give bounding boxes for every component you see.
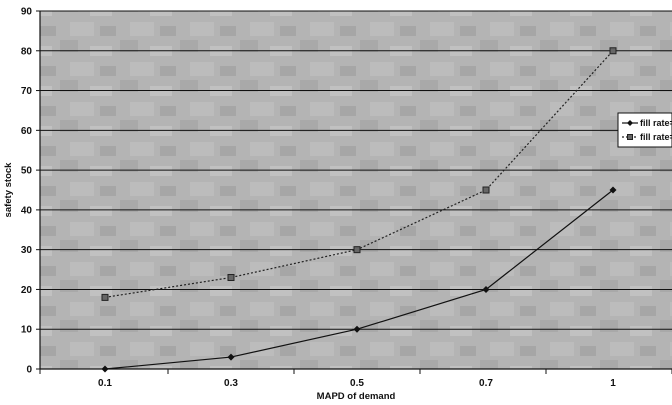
y-tick-label: 0 (26, 365, 32, 376)
y-tick-label: 90 (21, 7, 33, 18)
x-tick-label: 1 (610, 378, 616, 389)
legend-marker-2 (627, 134, 633, 140)
y-tick-label: 50 (21, 166, 33, 177)
series-layer (101, 47, 617, 373)
x-tick-label: 0.3 (224, 378, 238, 389)
series-1-point-1 (101, 365, 109, 373)
gridlines (40, 10, 672, 370)
series-2-point-5 (609, 47, 617, 55)
series-1-point-3 (353, 325, 361, 333)
series-2-point-3 (353, 246, 361, 254)
legend-label-2: fill rate=95 (640, 132, 672, 142)
plot-area (40, 11, 672, 369)
series-2-point-1 (101, 293, 109, 301)
y-tick-label: 40 (21, 205, 33, 216)
x-axis-label: MAPD of demand (317, 391, 396, 402)
y-tick-label: 30 (21, 245, 33, 256)
series-1-point-4 (482, 285, 490, 293)
y-tick-label: 20 (21, 285, 33, 296)
y-tick-label: 80 (21, 46, 33, 57)
legend-marker-1 (627, 120, 633, 126)
legend: fill rate=88 fill rate=95 (617, 112, 672, 148)
y-tick-label: 10 (21, 325, 33, 336)
series-2-point-2 (227, 274, 235, 282)
series-1-point-5 (609, 186, 617, 194)
legend-box (617, 112, 672, 148)
tick-labels: 0 10 20 30 40 50 60 70 80 90 0.1 0.3 0.5 0.7 1 (21, 7, 672, 389)
series-2-point-4 (482, 186, 490, 194)
legend-label-1: fill rate=88 (640, 118, 672, 128)
y-tick-label: 70 (21, 86, 33, 97)
y-tick-label: 60 (21, 126, 33, 137)
x-tick-label: 0.7 (479, 378, 493, 389)
x-tick-label: 0.5 (350, 378, 364, 389)
y-axis-label: safety stock (3, 162, 14, 218)
series-1-point-2 (227, 353, 235, 361)
axes (39, 11, 672, 370)
x-tick-label: 0.1 (98, 378, 112, 389)
